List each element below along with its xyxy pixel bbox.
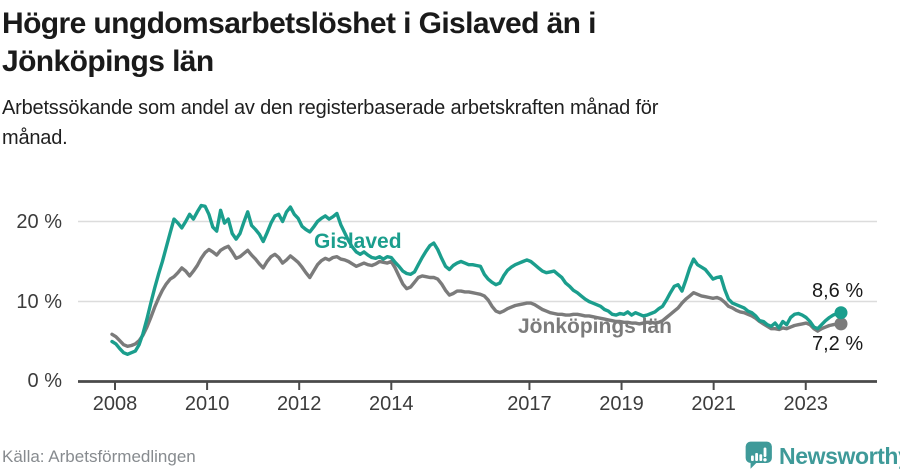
chart-subtitle-line-2: månad. [2, 127, 68, 149]
chart-title-line-2: Jönköpings län [2, 45, 214, 78]
x-tick-label: 2019 [599, 393, 644, 415]
chart-subtitle-line-1: Arbetssökande som andel av den registerb… [2, 97, 659, 119]
x-tick-label: 2017 [507, 393, 552, 415]
gislaved-series-line [110, 203, 843, 356]
chart-subtitle: Arbetssökande som andel av den registerb… [2, 93, 852, 153]
x-tick-label: 2014 [369, 393, 414, 415]
x-tick-label: 2008 [92, 393, 138, 415]
y-tick-label-0: 0 % [27, 370, 62, 392]
end-value-gislaved: 8,6 % [812, 280, 864, 302]
end-value-jonkoping: 7,2 % [812, 333, 864, 355]
x-axis-ticks [114, 381, 807, 390]
series-label-gislaved: Gislaved [314, 230, 402, 253]
x-tick-label: 2012 [276, 393, 322, 415]
y-tick-label-10: 10 % [16, 291, 62, 313]
source-note: Källa: Arbetsförmedlingen [2, 447, 196, 466]
x-tick-label: 2010 [184, 393, 230, 415]
chart-title: Högre ungdomsarbetslöshet i Gislaved än … [2, 5, 762, 81]
gislaved-end-dot [834, 306, 848, 320]
newsworthy-brand-name: Newsworthy [779, 443, 900, 469]
newsworthy-logo-icon [745, 441, 772, 469]
series-label-jonkoping: Jönköpings län [518, 315, 673, 338]
jonkoping-end-dot [834, 317, 848, 331]
x-tick-label: 2023 [783, 393, 829, 415]
jonkoping-series-line [110, 244, 843, 348]
x-tick-label: 2021 [691, 393, 736, 415]
chart-title-line-1: Högre ungdomsarbetslöshet i Gislaved än … [2, 7, 596, 40]
y-tick-label-20: 20 % [16, 211, 62, 233]
